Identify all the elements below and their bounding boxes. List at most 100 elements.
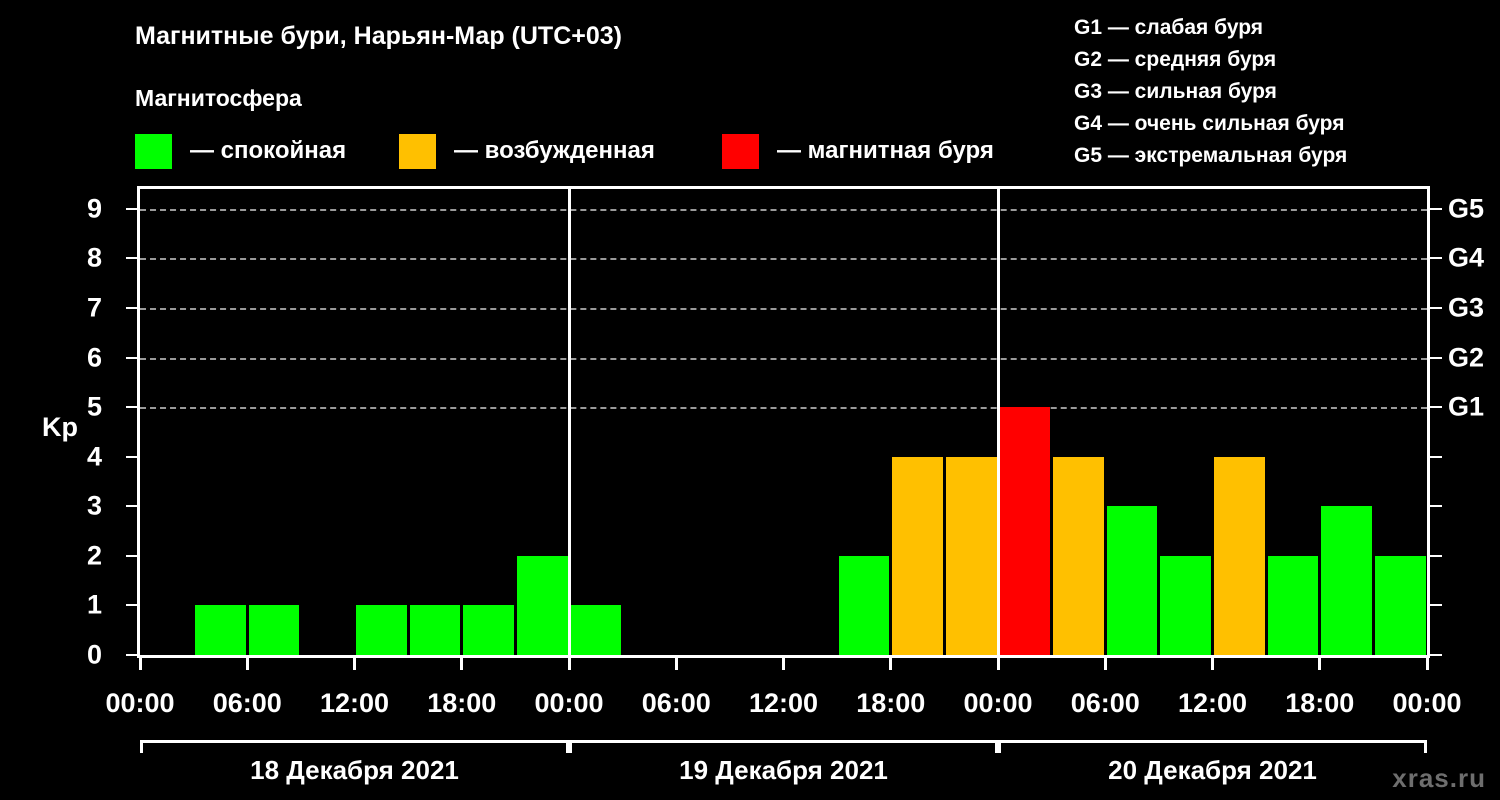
g-tick-label-G4: G4 (1448, 242, 1485, 273)
plot-area (137, 186, 1430, 658)
x-tick-label-12: 00:00 (1392, 688, 1462, 718)
right-tick-mark-kp-9 (1430, 207, 1442, 210)
x-tick-label-4: 00:00 (534, 688, 604, 718)
x-tick-mark-8 (996, 658, 1000, 670)
x-tick-label-11: 18:00 (1285, 688, 1355, 718)
right-tick-mark-kp-1 (1430, 604, 1442, 607)
day-bracket-1 (140, 740, 569, 753)
plot-inner (140, 189, 1427, 655)
y-tick-label-1: 1 (86, 589, 102, 620)
x-tick-mark-4 (567, 658, 571, 670)
red-square-swatch-icon (722, 133, 759, 169)
y-tick-label-6: 6 (86, 342, 102, 373)
y-tick-label-3: 3 (86, 490, 102, 521)
x-tick-label-6: 12:00 (748, 688, 819, 718)
legend-item-excited: — возбужденная (399, 132, 655, 170)
x-tick-mark-11 (1318, 658, 1322, 670)
right-tick-mark-kp-5 (1430, 406, 1442, 409)
y-tick-mark-8 (126, 257, 137, 260)
watermark: xras.ru (1392, 763, 1486, 793)
y-tick-mark-4 (126, 455, 137, 458)
bar (838, 555, 890, 655)
gscale-line-g1: G1 — слабая буря (1074, 16, 1264, 39)
x-tick-mark-2 (353, 658, 356, 670)
bar (945, 456, 997, 655)
right-tick-mark-kp-7 (1430, 306, 1442, 309)
green-square-swatch-icon (135, 133, 172, 169)
y-axis-label: Kp (42, 412, 78, 442)
orange-square-swatch-icon (399, 133, 436, 169)
bar (356, 605, 407, 655)
y-tick-label-9: 9 (86, 193, 102, 224)
magnetosphere-heading: Магнитосфера (135, 85, 302, 111)
bar (570, 605, 622, 655)
bar (892, 456, 943, 655)
bar (1160, 555, 1211, 655)
y-tick-mark-2 (126, 554, 137, 557)
right-tick-mark-kp-3 (1430, 505, 1442, 508)
gscale-line-g3: G3 — сильная буря (1074, 80, 1277, 103)
day-label-3: 20 Декабря 2021 (1108, 755, 1317, 785)
gridline-kp-9 (140, 208, 1427, 211)
legend-item-storm-label: — магнитная буря (777, 137, 994, 164)
x-tick-mark-0 (138, 658, 142, 670)
gscale-legend: G1 — слабая буря G2 — средняя буря G3 — … (1052, 12, 1482, 172)
y-tick-label-0: 0 (86, 639, 102, 670)
gscale-line-g2: G2 — средняя буря (1074, 48, 1277, 71)
y-tick-label-4: 4 (86, 441, 102, 472)
right-tick-mark-kp-6 (1430, 356, 1442, 359)
bar (1106, 506, 1158, 655)
g-tick-label-G1: G1 (1448, 391, 1485, 422)
legend-item-calm: — спокойная (135, 132, 346, 170)
bar (409, 605, 461, 655)
x-tick-mark-3 (460, 658, 464, 670)
y-tick-mark-5 (126, 406, 137, 409)
x-tick-mark-10 (1211, 658, 1214, 670)
page-title: Магнитные бури, Нарьян-Мар (UTC+03) (135, 22, 622, 50)
bar (463, 605, 514, 655)
day-label-1: 18 Декабря 2021 (250, 755, 459, 785)
day-label-2: 19 Декабря 2021 (679, 755, 888, 785)
x-tick-label-9: 06:00 (1070, 688, 1140, 718)
y-tick-label-8: 8 (86, 242, 102, 273)
right-tick-mark-kp-8 (1430, 257, 1442, 260)
x-tick-label-1: 06:00 (212, 688, 282, 718)
gridline-kp-7 (140, 307, 1427, 310)
magnetosphere-legend: — спокойная — возбужденная — магнитная б… (135, 132, 1035, 170)
day-separator-1 (567, 189, 571, 655)
g-tick-label-G5: G5 (1448, 193, 1485, 224)
x-tick-mark-6 (782, 658, 785, 670)
x-tick-mark-9 (1103, 658, 1107, 670)
x-tick-mark-12 (1425, 658, 1429, 670)
x-tick-mark-7 (889, 658, 893, 670)
gscale-line-g5: G5 — экстремальная буря (1074, 144, 1348, 167)
day-separator-2 (996, 189, 1000, 655)
y-tick-mark-6 (126, 356, 137, 359)
gridline-kp-8 (140, 258, 1427, 261)
gridline-kp-5 (140, 407, 1427, 410)
legend-item-calm-label: — спокойная (190, 137, 347, 164)
day-bracket-3 (998, 740, 1427, 753)
g-tick-label-G2: G2 (1448, 342, 1485, 373)
y-tick-label-7: 7 (86, 292, 102, 323)
legend-item-excited-label: — возбужденная (454, 137, 655, 164)
gscale-line-g4: G4 — очень сильная буря (1074, 112, 1345, 135)
y-tick-mark-1 (126, 604, 137, 607)
x-tick-label-8: 00:00 (963, 688, 1033, 718)
x-tick-mark-1 (245, 658, 249, 670)
x-tick-label-3: 18:00 (427, 688, 497, 718)
y-tick-label-5: 5 (86, 391, 102, 422)
y-tick-mark-0 (126, 654, 137, 656)
bar (516, 555, 568, 655)
bar (1374, 555, 1426, 655)
bar (1267, 555, 1319, 655)
right-tick-mark-kp-0 (1430, 654, 1442, 656)
x-tick-label-5: 06:00 (641, 688, 711, 718)
x-tick-mark-5 (674, 658, 678, 670)
y-tick-mark-9 (126, 207, 137, 210)
x-tick-label-2: 12:00 (319, 688, 390, 718)
x-tick-label-10: 12:00 (1177, 688, 1248, 718)
right-tick-mark-kp-2 (1430, 554, 1442, 557)
right-tick-mark-kp-4 (1430, 455, 1442, 458)
